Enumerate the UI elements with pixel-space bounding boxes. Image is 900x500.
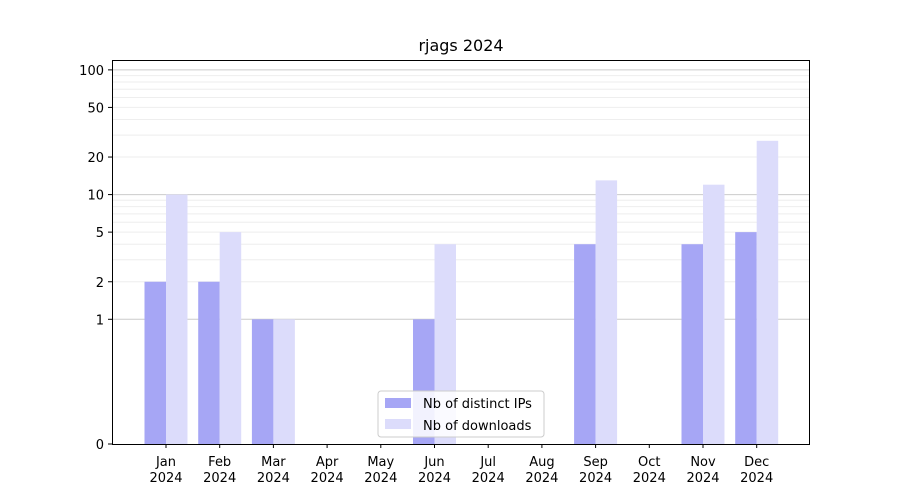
bar-downloads [595,180,618,444]
bar-downloads [166,194,188,444]
chart-title: rjags 2024 [418,36,503,55]
x-tick-label: Aug 2024 [525,455,558,486]
x-tick-label: Nov 2024 [686,455,719,486]
y-axis: 0 1 2 5 10 20 50 100 [79,64,112,453]
legend-swatch-downloads [385,419,411,429]
legend-swatch-distinct-ips [385,398,411,408]
legend-box [377,390,545,438]
legend-label-distinct-ips: Nb of distinct IPs [423,397,532,412]
plot-frame [112,60,810,445]
x-tick-label: Sep 2024 [579,455,612,486]
x-axis: Jan 2024 Feb 2024 Mar 2024 Apr 2024 May 2024 Jun 20… [149,444,773,486]
legend-label-downloads: Nb of downloads [423,419,532,434]
x-tick-label: Dec 2024 [740,455,773,486]
bar-distinct-ips [681,244,703,444]
bar-distinct-ips [251,319,274,444]
bar-downloads [273,319,295,444]
x-tick-label: Mar 2024 [257,455,290,486]
y-tick-label: 0 [96,438,104,453]
bar-downloads [703,184,725,444]
y-tick-label: 20 [87,151,104,166]
bar-distinct-ips [735,232,757,444]
y-tick-label: 50 [87,101,104,116]
bar-distinct-ips [198,281,220,444]
bar-distinct-ips [144,281,166,444]
x-tick-label: Jun 2024 [418,455,451,486]
x-tick-label: Feb 2024 [203,455,236,486]
bars [144,140,779,444]
legend: Nb of distinct IPs Nb of downloads [377,390,545,438]
bar-distinct-ips [574,244,596,444]
y-tick-label: 1 [96,313,104,328]
y-tick-label: 100 [79,64,104,79]
x-tick-label: Jan 2024 [149,455,182,486]
bar-downloads [756,140,779,444]
y-tick-label: 10 [87,189,104,204]
y-tick-label: 2 [96,276,104,291]
y-tick-label: 5 [96,226,104,241]
x-tick-label: May 2024 [364,455,397,486]
bar-downloads [219,232,242,444]
x-tick-label: Oct 2024 [633,455,666,486]
x-tick-label: Apr 2024 [311,455,344,486]
x-tick-label: Jul 2024 [472,455,505,486]
